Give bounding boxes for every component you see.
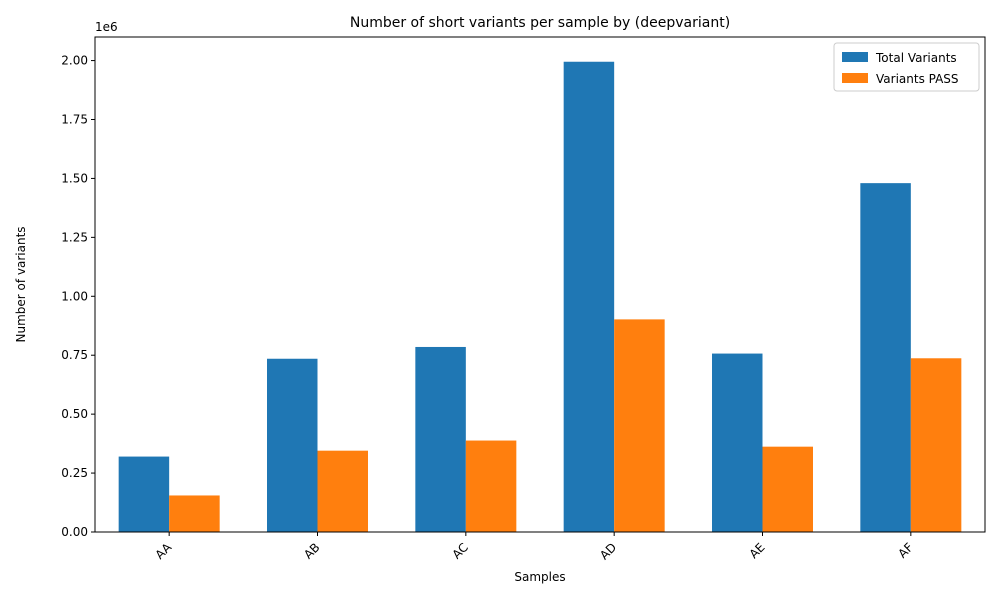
bar-total-variants-ad	[563, 61, 615, 532]
y-tick-label: 1.00	[61, 289, 88, 303]
bar-variants-pass-ad	[614, 319, 665, 532]
plot-frame	[94, 36, 986, 533]
x-tick-label: AE	[747, 540, 768, 561]
bar-total-variants-af	[860, 183, 911, 532]
y-axis-label: Number of variants	[14, 226, 28, 342]
bar-total-variants-aa	[118, 456, 170, 532]
y-tick-label: 2.00	[61, 54, 88, 68]
bar-variants-pass-af	[910, 358, 962, 532]
x-axis-label: Samples	[514, 570, 565, 584]
legend-swatch-variants-pass	[842, 73, 868, 83]
bar-total-variants-ab	[267, 358, 318, 532]
y-axis: 0.00 0.25 0.50 0.75 1.00 1.25 1.50 1.75 2.00	[61, 54, 95, 539]
legend-swatch-total-variants	[842, 52, 868, 62]
y-tick-label: 0.75	[61, 348, 88, 362]
legend-box	[833, 42, 980, 92]
legend: Total Variants Variants PASS	[833, 42, 980, 92]
x-tick-label: AB	[301, 540, 323, 562]
y-tick-label: 1.75	[61, 113, 88, 127]
x-axis: AA AB AC AD AE AF	[153, 532, 916, 562]
bar-variants-pass-ab	[317, 450, 368, 532]
x-tick-label: AC	[449, 540, 470, 561]
y-axis-offset-label: 1e6	[95, 20, 118, 34]
bar-variants-pass-ac	[465, 440, 517, 532]
x-tick-label: AF	[895, 540, 916, 561]
x-tick-label: AA	[153, 540, 175, 562]
chart-title: Number of short variants per sample by (…	[350, 15, 730, 31]
legend-label: Total Variants	[875, 51, 957, 65]
y-tick-label: 1.50	[61, 171, 88, 185]
bars-group	[118, 61, 962, 532]
y-tick-label: 0.25	[61, 466, 88, 480]
x-tick-label: AD	[597, 540, 619, 562]
bar-total-variants-ac	[415, 346, 466, 532]
bar-variants-pass-ae	[762, 446, 813, 532]
legend-label: Variants PASS	[876, 72, 959, 86]
y-tick-label: 1.25	[61, 230, 88, 244]
bar-total-variants-ae	[712, 353, 763, 532]
y-tick-label: 0.00	[61, 525, 88, 539]
y-tick-label: 0.50	[61, 407, 88, 421]
bar-variants-pass-aa	[169, 495, 220, 532]
